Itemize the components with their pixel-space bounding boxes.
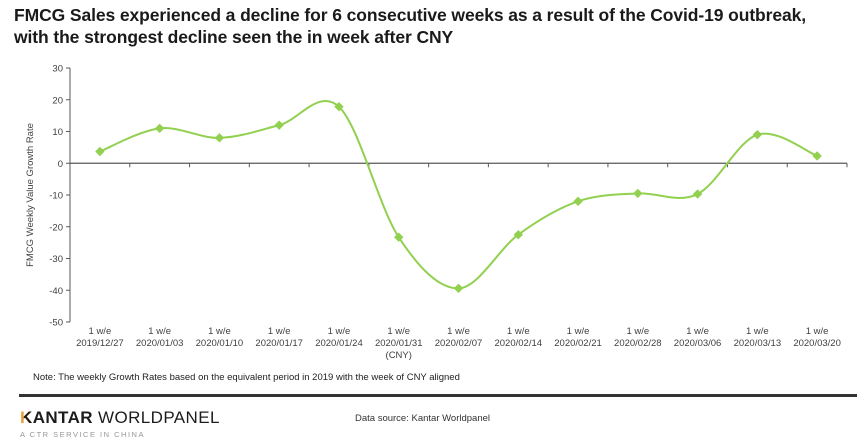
x-tick-label-date: 2020/02/28 [614, 338, 662, 349]
logo-kantar-text: K K ANTAR [20, 408, 93, 427]
y-tick-label: -50 [49, 318, 63, 329]
footnote: Note: The weekly Growth Rates based on t… [33, 372, 460, 383]
y-tick-label: -10 [49, 191, 63, 202]
y-tick-label: 30 [52, 64, 63, 75]
x-tick-label-date: 2020/01/31 [375, 338, 423, 349]
x-tick-label-date: 2020/01/24 [315, 338, 363, 349]
data-point-marker [334, 102, 344, 112]
cny-annotation: (CNY) [386, 350, 412, 361]
logo-tagline: A CTR SERVICE IN CHINA [20, 430, 145, 439]
x-tick-label-date: 2020/03/06 [674, 338, 722, 349]
x-tick-label-date: 2020/03/13 [734, 338, 782, 349]
data-point-marker [394, 232, 404, 242]
y-axis-title: FMCG Weekly Value Growth Rate [25, 123, 36, 267]
x-tick-label-prefix: 1 w/e [208, 326, 231, 337]
data-point-marker [453, 283, 464, 294]
data-point-marker [95, 146, 105, 157]
x-tick-label-prefix: 1 w/e [447, 326, 470, 337]
data-source-label: Data source: Kantar Worldpanel [355, 413, 491, 424]
data-point-marker [274, 120, 284, 130]
y-tick-label: 0 [58, 159, 63, 170]
data-point-marker [692, 189, 703, 199]
x-tick-label-prefix: 1 w/e [89, 326, 112, 337]
x-tick-label-prefix: 1 w/e [626, 326, 649, 337]
x-tick-label-prefix: 1 w/e [387, 326, 410, 337]
x-tick-label-prefix: 1 w/e [686, 326, 709, 337]
chart-area: 30 20 10 0 -10 -20 -30 -40 -50 1 w/e 2019/12/27 1 w… [25, 64, 848, 361]
y-tick-label: -30 [49, 254, 63, 265]
x-tick-label-date: 2020/03/20 [793, 338, 841, 349]
x-tick-label-date: 2020/02/21 [554, 338, 602, 349]
data-point-marker [812, 151, 822, 161]
x-tick-label-prefix: 1 w/e [268, 326, 291, 337]
y-tick-label: -20 [49, 222, 63, 233]
growth-rate-series-line [98, 99, 819, 290]
logo-worldpanel-text: WORLDPANEL [92, 408, 220, 427]
logo-wordmark: K K ANTAR WORLDPANEL [20, 408, 220, 428]
x-tick-label-prefix: 1 w/e [148, 326, 171, 337]
x-tick-label-date: 2020/01/17 [255, 338, 303, 349]
x-tick-label-date: 2019/12/27 [76, 338, 124, 349]
data-point-marker [573, 196, 583, 207]
x-tick-label-prefix: 1 w/e [806, 326, 829, 337]
page-title: FMCG Sales experienced a decline for 6 c… [14, 5, 807, 48]
x-tick-label-date: 2020/02/14 [494, 338, 542, 349]
footer: K K ANTAR WORLDPANEL A CTR SERVICE IN CHIN… [0, 402, 857, 444]
x-tick-label-prefix: 1 w/e [746, 326, 769, 337]
x-tick-label-date: 2020/01/10 [196, 338, 244, 349]
x-tick-label-prefix: 1 w/e [507, 326, 530, 337]
x-tick-label-date: 2020/01/03 [136, 338, 184, 349]
y-tick-label: 10 [52, 127, 63, 138]
data-point-marker [154, 123, 165, 134]
footer-divider [19, 394, 857, 397]
kantar-worldpanel-logo: K K ANTAR WORLDPANEL A CTR SERVICE IN CHIN… [20, 408, 220, 439]
y-tick-label: -40 [49, 286, 63, 297]
data-point-marker [752, 129, 763, 140]
x-tick-label-date: 2020/02/07 [435, 338, 483, 349]
x-tick-label-prefix: 1 w/e [328, 326, 351, 337]
data-point-marker [214, 133, 225, 143]
data-point-marker [513, 229, 523, 240]
x-tick-label-prefix: 1 w/e [567, 326, 590, 337]
data-point-marker [633, 188, 643, 199]
y-tick-label: 20 [52, 95, 63, 106]
